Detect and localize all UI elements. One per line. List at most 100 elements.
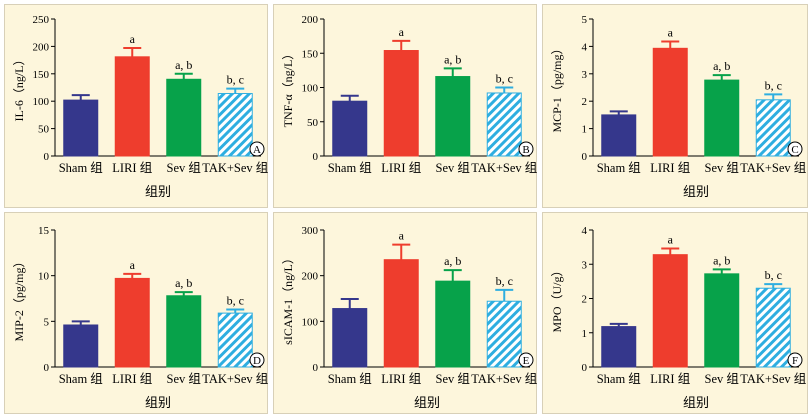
chart-svg-f: 0 1 2 3 4 Sham 组 a LIRI 组 a, b Sev 组 b, c TAK+Sev 组…	[550, 225, 806, 410]
significance-label-2: a	[668, 232, 674, 246]
significance-label-2: a	[130, 32, 136, 46]
y-tick-label: 1	[582, 328, 588, 340]
bar-4	[486, 92, 522, 157]
y-tick-label: 250	[33, 14, 50, 26]
bar-4	[755, 287, 791, 368]
panel-badge-circle	[518, 141, 534, 157]
significance-label-4: b, c	[765, 78, 782, 92]
chart-panel-c: 0 1 2 3 4 5 Sham 组 a LIRI 组 a, b Sev 组 b, c TAK+Sev …	[542, 4, 808, 208]
bar-1	[601, 326, 637, 368]
y-tick-label: 150	[33, 69, 50, 81]
significance-label-2: a	[399, 229, 405, 243]
category-label-4: TAK+Sev 组	[471, 372, 537, 386]
chart-panel-b: 0 50 100 150 200 Sham 组 a LIRI 组 a, b Sev 组 b, c TA…	[273, 4, 537, 208]
y-tick-label: 4	[582, 225, 588, 237]
y-axis-label: MIP-2（pg/mg）	[12, 255, 26, 341]
y-tick-label: 100	[302, 316, 319, 328]
bar-2	[383, 259, 419, 368]
bar-1	[332, 100, 368, 157]
y-axis-label: TNF-α（ng/L）	[281, 48, 295, 128]
chart-panel-f: 0 1 2 3 4 Sham 组 a LIRI 组 a, b Sev 组 b, c TAK+Sev 组…	[542, 212, 808, 414]
category-label-2: LIRI 组	[381, 372, 421, 386]
category-label-4: TAK+Sev 组	[471, 161, 537, 175]
significance-label-3: a, b	[713, 59, 730, 73]
category-label-1: Sham 组	[328, 372, 372, 386]
bar-3	[435, 76, 471, 157]
y-tick-label: 5	[582, 14, 588, 26]
y-axis-label: MPO（U/g）	[550, 264, 564, 332]
category-label-4: TAK+Sev 组	[202, 372, 268, 386]
chart-svg-d: 0 5 10 15 Sham 组 a LIRI 组 a, b Sev 组 b, c TAK+Sev …	[12, 225, 268, 410]
chart-svg-e: 0 100 200 300 Sham 组 a LIRI 组 a, b Sev 组 b, c TAK+…	[281, 225, 537, 410]
panel-badge-circle	[787, 141, 803, 157]
y-tick-label: 0	[313, 362, 319, 374]
panel-badge-label: F	[792, 355, 798, 367]
x-axis-label: 组别	[145, 184, 171, 199]
y-tick-label: 3	[582, 259, 588, 271]
category-label-1: Sham 组	[328, 161, 372, 175]
significance-label-3: a, b	[175, 58, 192, 72]
chart-panel-a: 0 50 100 150 200 250 Sham 组 a LIRI 组 a, b Sev 组 b, …	[4, 4, 268, 208]
significance-label-3: a, b	[444, 254, 461, 268]
bar-1	[601, 114, 637, 157]
significance-label-2: a	[399, 25, 405, 39]
category-label-2: LIRI 组	[112, 161, 152, 175]
chart-svg-a: 0 50 100 150 200 250 Sham 组 a LIRI 组 a, b Sev 组 b, …	[12, 14, 268, 199]
chart-svg-b: 0 50 100 150 200 Sham 组 a LIRI 组 a, b Sev 组 b, c TA…	[281, 14, 537, 175]
category-label-2: LIRI 组	[112, 372, 152, 386]
category-label-4: TAK+Sev 组	[740, 161, 806, 175]
category-label-1: Sham 组	[59, 372, 103, 386]
y-tick-label: 0	[582, 151, 588, 163]
y-tick-label: 15	[38, 225, 50, 237]
y-tick-label: 100	[302, 83, 319, 95]
category-label-3: Sev 组	[436, 161, 470, 175]
y-tick-label: 2	[582, 294, 588, 306]
significance-label-4: b, c	[496, 72, 513, 86]
x-axis-label: 组别	[683, 395, 709, 410]
panel-badge-label: A	[253, 144, 261, 156]
x-axis-label: 组别	[414, 395, 440, 410]
category-label-3: Sev 组	[705, 372, 739, 386]
category-label-3: Sev 组	[167, 372, 201, 386]
panel-badge-label: D	[253, 355, 261, 367]
category-label-3: Sev 组	[167, 161, 201, 175]
bar-2	[114, 56, 150, 157]
significance-label-3: a, b	[444, 52, 461, 66]
panel-badge-circle	[787, 352, 803, 368]
bar-1	[63, 99, 99, 157]
y-tick-label: 2	[582, 96, 588, 108]
y-tick-label: 50	[38, 124, 50, 136]
bar-4	[486, 300, 522, 368]
bar-3	[166, 78, 202, 157]
y-tick-label: 200	[33, 41, 50, 53]
bar-4	[755, 99, 791, 157]
significance-label-4: b, c	[227, 73, 244, 87]
y-tick-label: 0	[44, 362, 50, 374]
bar-1	[332, 308, 368, 368]
y-tick-label: 4	[582, 41, 588, 53]
category-label-2: LIRI 组	[650, 161, 690, 175]
category-label-1: Sham 组	[59, 161, 103, 175]
y-tick-label: 1	[582, 124, 588, 136]
y-tick-label: 0	[313, 151, 319, 163]
y-tick-label: 0	[44, 151, 50, 163]
bar-3	[435, 280, 471, 368]
category-label-1: Sham 组	[597, 161, 641, 175]
bar-3	[704, 79, 740, 157]
y-axis-label: sICAM-1（ng/L）	[281, 252, 295, 345]
bar-4	[217, 93, 253, 157]
y-tick-label: 300	[302, 225, 319, 237]
category-label-3: Sev 组	[436, 372, 470, 386]
significance-label-3: a, b	[175, 276, 192, 290]
significance-label-4: b, c	[765, 268, 782, 282]
bar-3	[704, 273, 740, 368]
y-axis-label: IL-6（ng/L）	[12, 54, 26, 122]
x-axis-label: 组别	[145, 395, 171, 410]
panel-badge-circle	[249, 141, 265, 157]
x-axis-label: 组别	[683, 184, 709, 199]
bar-2	[652, 47, 688, 157]
y-tick-label: 200	[302, 14, 319, 26]
bar-4	[217, 312, 253, 368]
bar-2	[652, 254, 688, 368]
y-tick-label: 0	[582, 362, 588, 374]
